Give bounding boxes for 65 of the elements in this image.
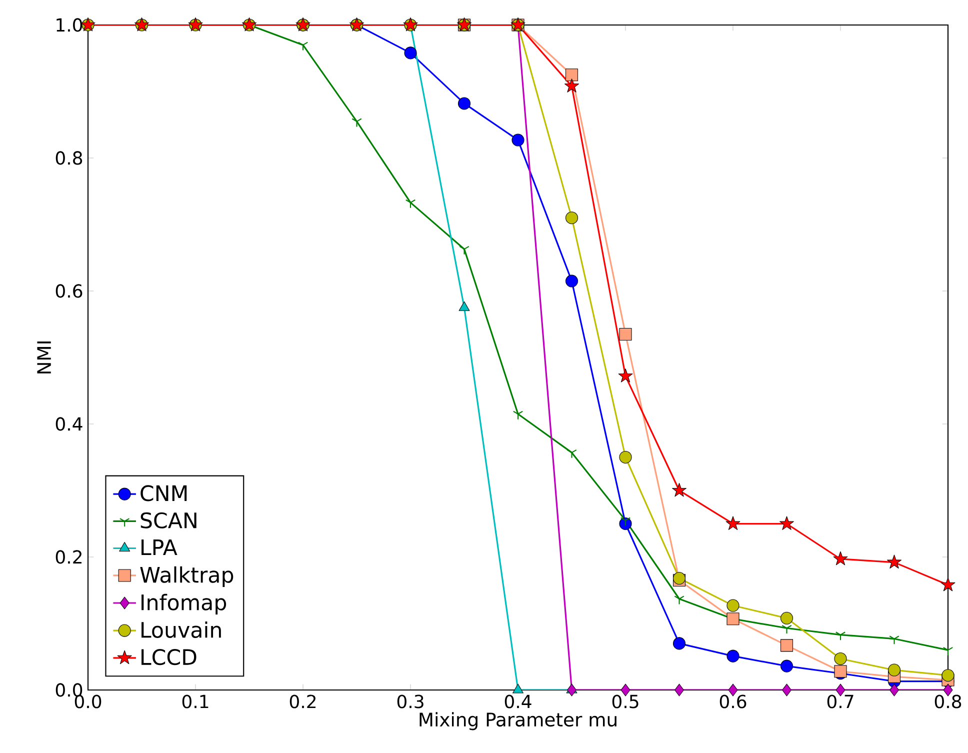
y-tick-label: 0.4 [56, 417, 82, 431]
x-tick-label: 0.1 [182, 694, 208, 708]
point [780, 639, 794, 652]
point [565, 274, 578, 288]
x-tick-label: 0.3 [397, 694, 424, 708]
point [298, 42, 308, 51]
x-tick-label: 0.6 [720, 694, 746, 708]
point [780, 516, 794, 530]
point [782, 684, 792, 696]
point [619, 328, 632, 340]
y-tick-label: 0.6 [56, 284, 82, 298]
point [619, 450, 632, 464]
point [726, 650, 740, 662]
legend-label: Louvain [142, 621, 221, 638]
point [459, 246, 470, 255]
point [618, 368, 633, 382]
point [672, 482, 686, 497]
legend-label: SCAN [140, 512, 196, 528]
point [566, 684, 577, 696]
legend-label: LCCD [142, 648, 196, 666]
point [564, 78, 579, 92]
point [405, 199, 416, 208]
x-tick-label: 0.0 [74, 694, 102, 708]
point [565, 68, 578, 82]
point [726, 516, 740, 530]
x-axis-title: Mixing Parameter mu [420, 712, 616, 730]
point [833, 551, 848, 566]
point [674, 596, 684, 605]
legend-label: Infomap [142, 594, 226, 615]
point [834, 652, 847, 665]
x-tick-label: 0.7 [827, 694, 854, 708]
point [782, 624, 792, 634]
x-tick-label: 0.4 [504, 694, 532, 708]
point [780, 612, 794, 624]
point [887, 554, 902, 569]
point [888, 664, 901, 676]
point [835, 632, 846, 641]
point [674, 684, 684, 696]
x-tick-label: 0.8 [934, 694, 962, 708]
y-tick-label: 1.0 [56, 18, 82, 32]
point [672, 637, 686, 650]
point [889, 684, 900, 696]
y-axis-title: NMI [37, 342, 51, 374]
x-tick-label: 0.2 [290, 694, 316, 708]
legend-label: LPA [142, 539, 178, 556]
point [780, 660, 794, 672]
point [726, 599, 740, 612]
point [889, 636, 900, 645]
x-tick-label: 0.5 [612, 694, 638, 708]
y-tick-label: 0.8 [56, 151, 82, 165]
point [458, 97, 471, 110]
point [620, 517, 631, 526]
point [404, 46, 417, 60]
point [942, 669, 954, 682]
legend-label: Walktrap [140, 566, 234, 587]
legend-label: CNM [140, 485, 187, 502]
point [512, 134, 524, 146]
y-tick-label: 0.2 [56, 550, 82, 564]
point [352, 118, 362, 128]
point [565, 212, 578, 224]
point [566, 449, 577, 458]
point [940, 577, 956, 592]
y-tick-label: 0.0 [56, 683, 82, 697]
point [726, 612, 740, 626]
point [512, 410, 524, 420]
